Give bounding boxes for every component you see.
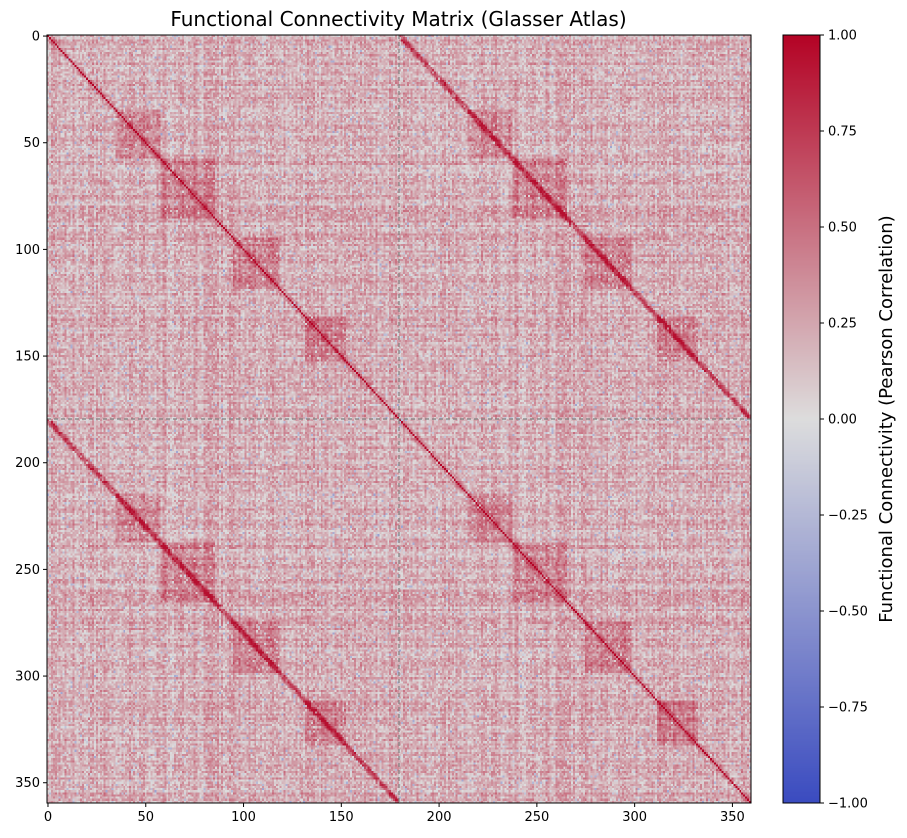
y-tick-label: 250	[15, 563, 40, 578]
colorbar-tick-label: −0.25	[828, 509, 868, 524]
colorbar-frame	[782, 34, 821, 804]
colorbar-tick-label: −0.75	[828, 701, 868, 716]
colorbar-tick-label: 0.00	[828, 413, 857, 428]
heatmap-axes: 0 50 100 150 200 250 300 350 0 50 100 150 200 250 300 3…	[15, 30, 752, 825]
colorbar-tick-label: −0.50	[828, 605, 868, 620]
x-tick-label: 50	[137, 810, 154, 825]
y-tick-label: 300	[15, 670, 40, 685]
colorbar-tick-label: 0.25	[828, 317, 857, 332]
y-tick-label: 350	[15, 776, 40, 791]
colorbar-tick-label: −1.00	[828, 797, 868, 812]
y-tick-label: 0	[32, 30, 40, 45]
chart-title: Functional Connectivity Matrix (Glasser …	[170, 7, 627, 31]
colorbar-tick-label: 1.00	[828, 29, 857, 44]
x-tick-label: 350	[720, 810, 745, 825]
x-tick-label: 150	[329, 810, 354, 825]
y-tick-label: 150	[15, 350, 40, 365]
y-tick-label: 50	[23, 136, 40, 151]
x-tick-label: 300	[622, 810, 647, 825]
colorbar-tick-label: 0.75	[828, 125, 857, 140]
colorbar-tick-label: 0.50	[828, 221, 857, 236]
x-tick-label: 250	[524, 810, 549, 825]
colorbar-label: Functional Connectivity (Pearson Correla…	[876, 215, 897, 622]
colorbar-gradient	[783, 35, 820, 803]
colorbar-axes: 1.00 0.75 0.50 0.25 0.00 −0.25 −0.50 −0.75 −1.00	[782, 29, 868, 812]
x-tick-label: 200	[427, 810, 452, 825]
x-tick-label: 100	[231, 810, 256, 825]
y-tick-label: 100	[15, 243, 40, 258]
heatmap-frame	[46, 34, 752, 804]
x-tick-label: 0	[44, 810, 52, 825]
y-tick-label: 200	[15, 456, 40, 471]
